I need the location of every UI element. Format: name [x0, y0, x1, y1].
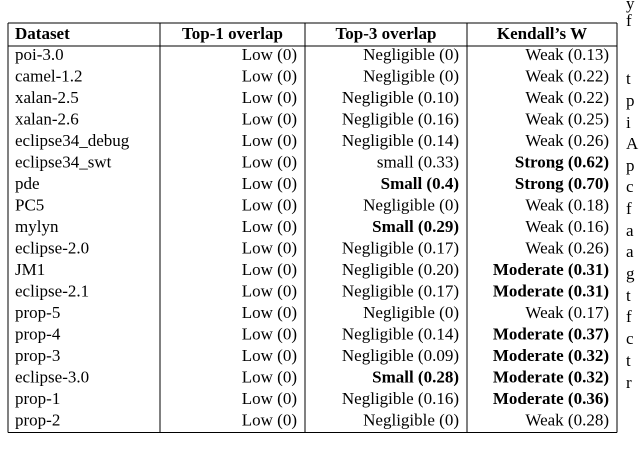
- table-cell: Weak (0.22): [525, 66, 609, 85]
- dataset-name: prop-3: [15, 346, 60, 365]
- table-cell: small (0.33): [377, 152, 459, 171]
- table-cell: Low (0): [242, 66, 297, 85]
- table-cell: Low (0): [242, 281, 297, 300]
- table-cell: Low (0): [242, 367, 297, 386]
- dataset-name: prop-4: [15, 324, 61, 343]
- table-cell: Low (0): [242, 217, 297, 236]
- table-cell: Negligible (0.14): [342, 324, 459, 343]
- table-cell: Low (0): [242, 346, 297, 365]
- dataset-name: eclipse34_swt: [15, 152, 112, 171]
- table-cell: Low (0): [242, 324, 297, 343]
- table-cell: Moderate (0.31): [493, 281, 609, 300]
- table-cell: Weak (0.17): [525, 303, 609, 322]
- dataset-name: prop-5: [15, 303, 60, 322]
- margin-text: r: [626, 373, 632, 392]
- table-cell: Weak (0.26): [525, 131, 609, 150]
- table-cell: Small (0.28): [372, 367, 459, 386]
- dataset-name: prop-2: [15, 410, 60, 429]
- table-cell: Negligible (0): [363, 45, 459, 64]
- table-cell: Weak (0.18): [525, 195, 609, 214]
- table-cell: Moderate (0.36): [493, 389, 609, 408]
- table-cell: Moderate (0.37): [493, 324, 609, 343]
- table-cell: Moderate (0.32): [493, 367, 609, 386]
- margin-text: f: [626, 199, 632, 218]
- margin-text: p: [626, 156, 635, 175]
- table-cell: Negligible (0.17): [342, 238, 459, 257]
- table-cell: Low (0): [242, 410, 297, 429]
- table-cell: Low (0): [242, 174, 297, 193]
- table-cell: Low (0): [242, 109, 297, 128]
- table-cell: Low (0): [242, 131, 297, 150]
- table-cell: Weak (0.28): [525, 410, 609, 429]
- column-header: Dataset: [15, 24, 70, 43]
- table-cell: Low (0): [242, 389, 297, 408]
- table-cell: Strong (0.70): [515, 174, 609, 193]
- table-cell: Moderate (0.31): [493, 260, 609, 279]
- table-cell: Negligible (0.16): [342, 389, 459, 408]
- table-cell: Negligible (0): [363, 195, 459, 214]
- column-header: Top-1 overlap: [182, 24, 283, 43]
- dataset-name: poi-3.0: [15, 45, 64, 64]
- table-cell: Negligible (0.10): [342, 88, 459, 107]
- margin-text: g: [626, 264, 635, 283]
- table-cell: Strong (0.62): [515, 152, 609, 171]
- table-cell: Weak (0.26): [525, 238, 609, 257]
- table-cell: Weak (0.16): [525, 217, 609, 236]
- table-cell: Negligible (0.09): [342, 346, 459, 365]
- margin-text: y: [626, 0, 635, 13]
- margin-text: p: [626, 91, 635, 110]
- table-cell: Low (0): [242, 260, 297, 279]
- table-cell: Negligible (0): [363, 66, 459, 85]
- table-cell: Low (0): [242, 303, 297, 322]
- column-header: Top-3 overlap: [336, 24, 437, 43]
- margin-text: t: [626, 351, 631, 370]
- margin-text: a: [626, 221, 634, 240]
- table-cell: Low (0): [242, 195, 297, 214]
- table-cell: Negligible (0.14): [342, 131, 459, 150]
- table-cell: Negligible (0.16): [342, 109, 459, 128]
- margin-text: i: [626, 113, 631, 132]
- dataset-name: prop-1: [15, 389, 60, 408]
- dataset-name: camel-1.2: [15, 66, 83, 85]
- dataset-name: eclipse34_debug: [15, 131, 130, 150]
- table-cell: Weak (0.22): [525, 88, 609, 107]
- table-cell: Low (0): [242, 88, 297, 107]
- table-cell: Low (0): [242, 45, 297, 64]
- table-cell: Low (0): [242, 238, 297, 257]
- dataset-name: JM1: [15, 260, 45, 279]
- dataset-name: pde: [15, 174, 40, 193]
- table-cell: Small (0.29): [372, 217, 459, 236]
- dataset-name: xalan-2.6: [15, 109, 79, 128]
- column-header: Kendall’s W: [497, 24, 587, 43]
- margin-text: A: [626, 134, 639, 153]
- margin-text: c: [626, 177, 634, 196]
- table-cell: Negligible (0): [363, 303, 459, 322]
- table-cell: Negligible (0): [363, 410, 459, 429]
- margin-text: f: [626, 11, 632, 30]
- margin-text: a: [626, 242, 634, 261]
- table-cell: Negligible (0.17): [342, 281, 459, 300]
- table-cell: Weak (0.25): [525, 109, 609, 128]
- dataset-name: xalan-2.5: [15, 88, 79, 107]
- dataset-name: PC5: [15, 195, 44, 214]
- dataset-name: eclipse-2.1: [15, 281, 89, 300]
- table-cell: Negligible (0.20): [342, 260, 459, 279]
- margin-text: t: [626, 286, 631, 305]
- table-cell: Moderate (0.32): [493, 346, 609, 365]
- table-cell: Low (0): [242, 152, 297, 171]
- dataset-name: eclipse-3.0: [15, 367, 89, 386]
- margin-text: t: [626, 69, 631, 88]
- margin-text: c: [626, 329, 634, 348]
- margin-text: f: [626, 307, 632, 326]
- table-cell: Small (0.4): [381, 174, 459, 193]
- table-cell: Weak (0.13): [525, 45, 609, 64]
- dataset-name: eclipse-2.0: [15, 238, 89, 257]
- dataset-name: mylyn: [15, 217, 59, 236]
